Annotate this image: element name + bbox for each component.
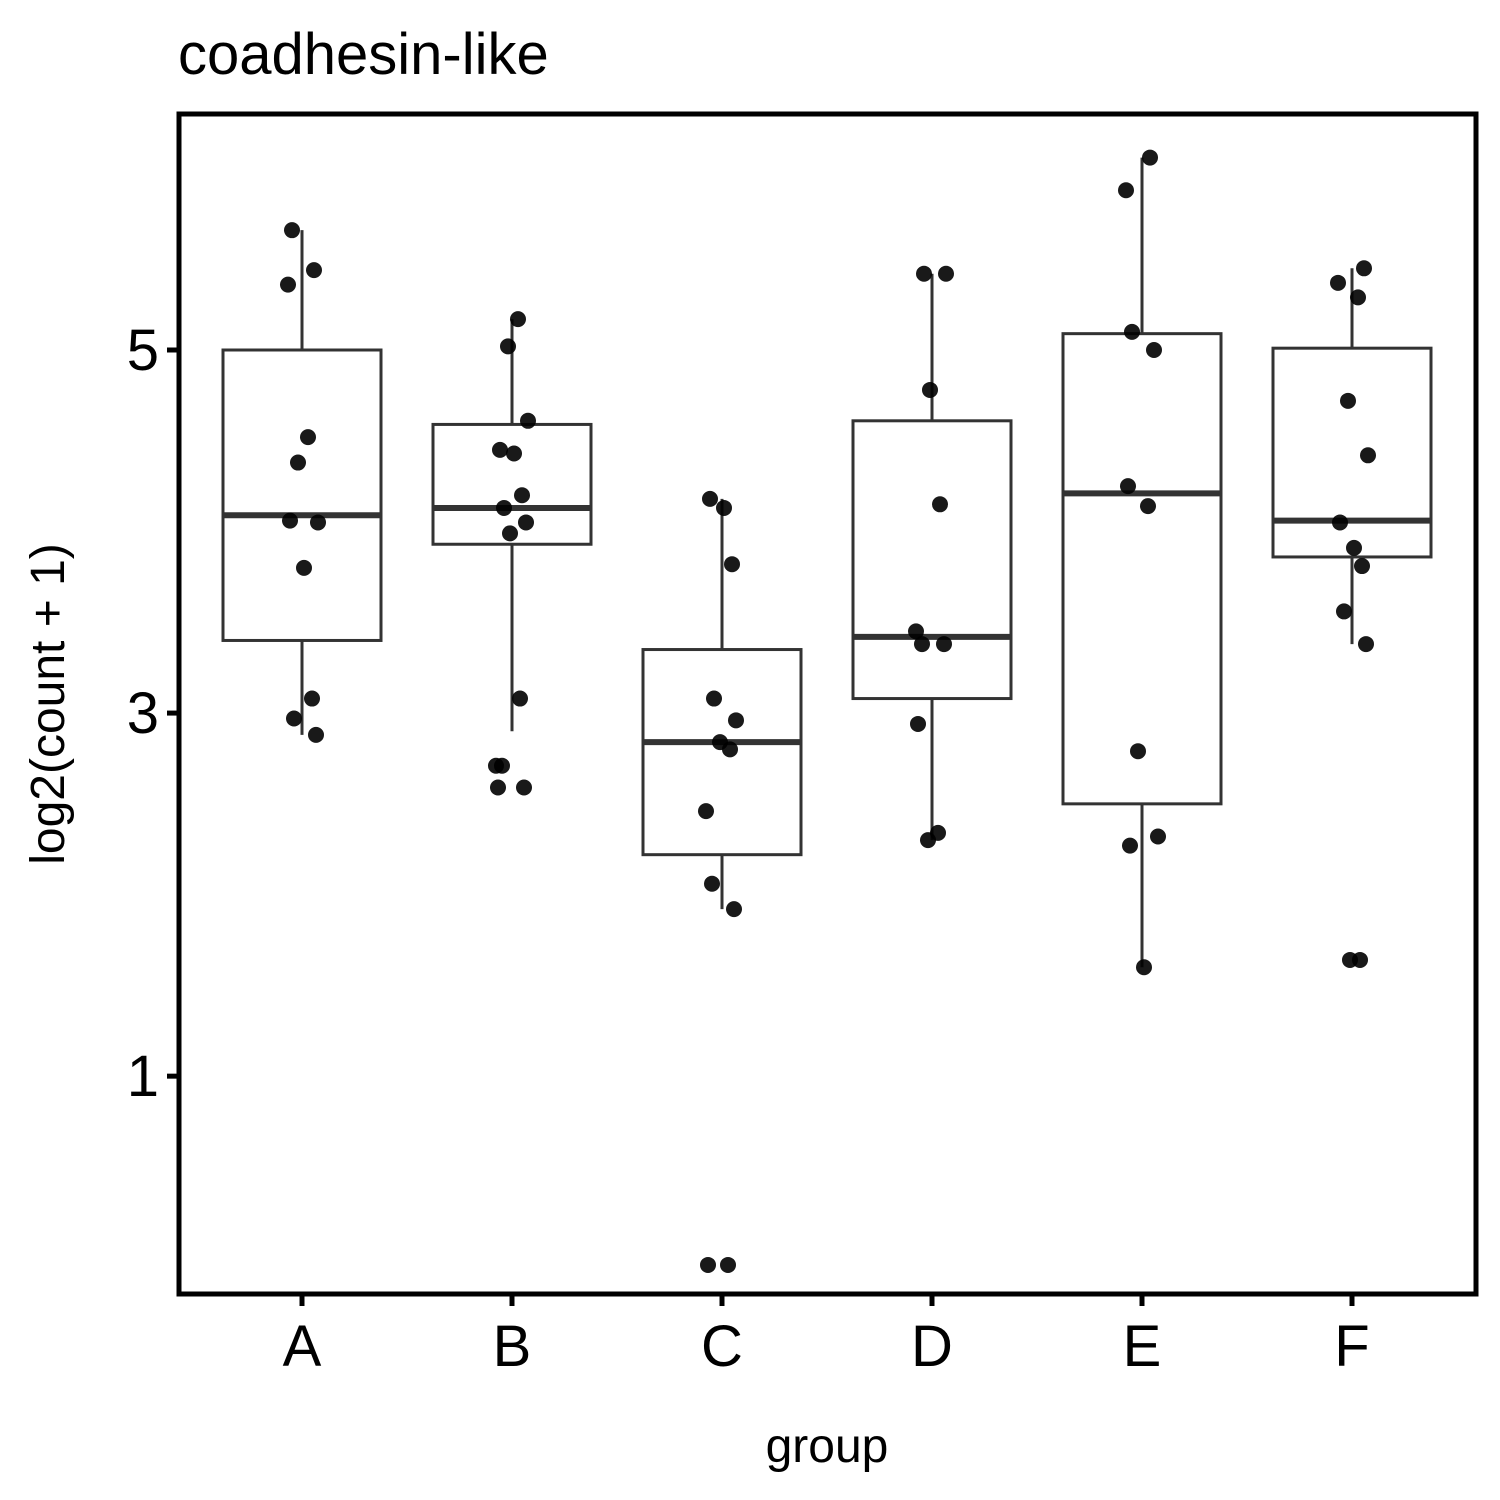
data-point-B-7 [496, 499, 512, 516]
plot-panel-border [176, 111, 1479, 1297]
data-point-E-6 [1140, 498, 1156, 515]
data-point-A-4 [300, 429, 316, 446]
data-point-B-5 [506, 445, 522, 462]
data-point-A-1 [284, 222, 300, 239]
boxes-layer [221, 157, 1433, 968]
data-point-A-11 [308, 726, 324, 743]
data-point-D-3 [922, 381, 938, 398]
data-point-F-12 [1352, 951, 1368, 968]
x-axis: A B C D E F [283, 1294, 1370, 1379]
data-point-B-14 [490, 779, 506, 796]
data-point-D-2 [938, 265, 954, 282]
x-tick-label-F: F [1334, 1314, 1369, 1379]
data-point-B-1 [510, 311, 526, 328]
data-point-D-6 [914, 636, 930, 653]
data-point-E-7 [1130, 743, 1146, 760]
data-point-B-8 [518, 514, 534, 531]
points-layer [280, 149, 1376, 1273]
data-point-A-2 [306, 262, 322, 279]
data-point-E-4 [1146, 342, 1162, 358]
x-tick-label-A: A [283, 1314, 322, 1379]
data-point-A-7 [282, 512, 298, 529]
box-iqr-D [851, 419, 1013, 701]
y-axis: 1 3 5 [127, 318, 179, 1109]
box-C [641, 498, 803, 910]
data-point-A-9 [304, 690, 320, 707]
box-iqr-C [641, 648, 803, 857]
data-point-E-10 [1136, 959, 1152, 976]
y-tick-label-1: 1 [127, 1044, 159, 1109]
data-point-B-9 [502, 525, 518, 542]
data-point-E-5 [1120, 478, 1136, 495]
data-point-F-9 [1336, 603, 1352, 620]
box-A [221, 230, 383, 735]
data-point-A-5 [290, 454, 306, 471]
box-iqr-A [221, 348, 383, 642]
data-point-C-5 [728, 712, 744, 729]
data-point-C-2 [716, 499, 732, 516]
data-point-B-10 [512, 690, 528, 707]
data-point-C-7 [722, 741, 738, 758]
box-F [1271, 268, 1433, 645]
data-point-F-7 [1346, 539, 1362, 556]
data-point-D-7 [936, 636, 952, 653]
data-point-E-1 [1142, 149, 1158, 166]
data-point-C-4 [706, 690, 722, 707]
data-point-B-4 [492, 441, 508, 458]
data-point-E-8 [1150, 828, 1166, 845]
data-point-C-12 [720, 1256, 736, 1273]
data-point-C-9 [704, 875, 720, 892]
data-point-F-10 [1358, 636, 1374, 653]
y-tick-label-5: 5 [127, 318, 159, 383]
data-point-C-1 [702, 490, 718, 507]
data-point-C-8 [698, 803, 714, 820]
data-point-F-3 [1350, 289, 1366, 306]
box-iqr-F [1271, 346, 1433, 559]
data-point-C-11 [700, 1256, 716, 1273]
chart-title: coadhesin-like [178, 22, 549, 87]
box-iqr-B [431, 422, 593, 546]
data-point-B-13 [516, 779, 532, 796]
y-axis-title: log2(count + 1) [22, 543, 75, 865]
data-point-F-4 [1340, 392, 1356, 409]
data-point-A-6 [310, 514, 326, 531]
box-E [1061, 157, 1223, 968]
data-point-A-3 [280, 276, 296, 293]
box-iqr-E [1061, 332, 1223, 806]
x-axis-title: group [766, 1420, 889, 1473]
data-point-B-6 [514, 487, 530, 504]
data-point-F-8 [1354, 558, 1370, 575]
data-point-F-6 [1332, 514, 1348, 531]
data-point-D-5 [908, 623, 924, 640]
data-point-A-8 [296, 559, 312, 576]
data-point-E-2 [1118, 182, 1134, 199]
data-point-C-3 [724, 556, 740, 573]
data-point-F-5 [1360, 447, 1376, 464]
data-point-D-4 [932, 496, 948, 513]
data-point-B-2 [500, 338, 516, 355]
data-point-E-3 [1124, 323, 1140, 340]
box-D [851, 273, 1013, 841]
box-B [431, 319, 593, 732]
x-tick-label-B: B [493, 1314, 532, 1379]
data-point-D-10 [920, 832, 936, 849]
x-tick-label-D: D [911, 1314, 953, 1379]
data-point-C-10 [726, 901, 742, 918]
data-point-B-3 [520, 412, 536, 429]
data-point-D-1 [916, 265, 932, 282]
data-point-D-8 [910, 715, 926, 732]
x-tick-label-C: C [701, 1314, 743, 1379]
data-point-B-12 [494, 757, 510, 774]
y-tick-label-3: 3 [127, 681, 159, 746]
data-point-E-9 [1122, 837, 1138, 854]
data-point-A-10 [286, 710, 302, 727]
data-point-F-1 [1356, 260, 1372, 277]
x-tick-label-E: E [1123, 1314, 1162, 1379]
data-point-F-2 [1330, 274, 1346, 291]
